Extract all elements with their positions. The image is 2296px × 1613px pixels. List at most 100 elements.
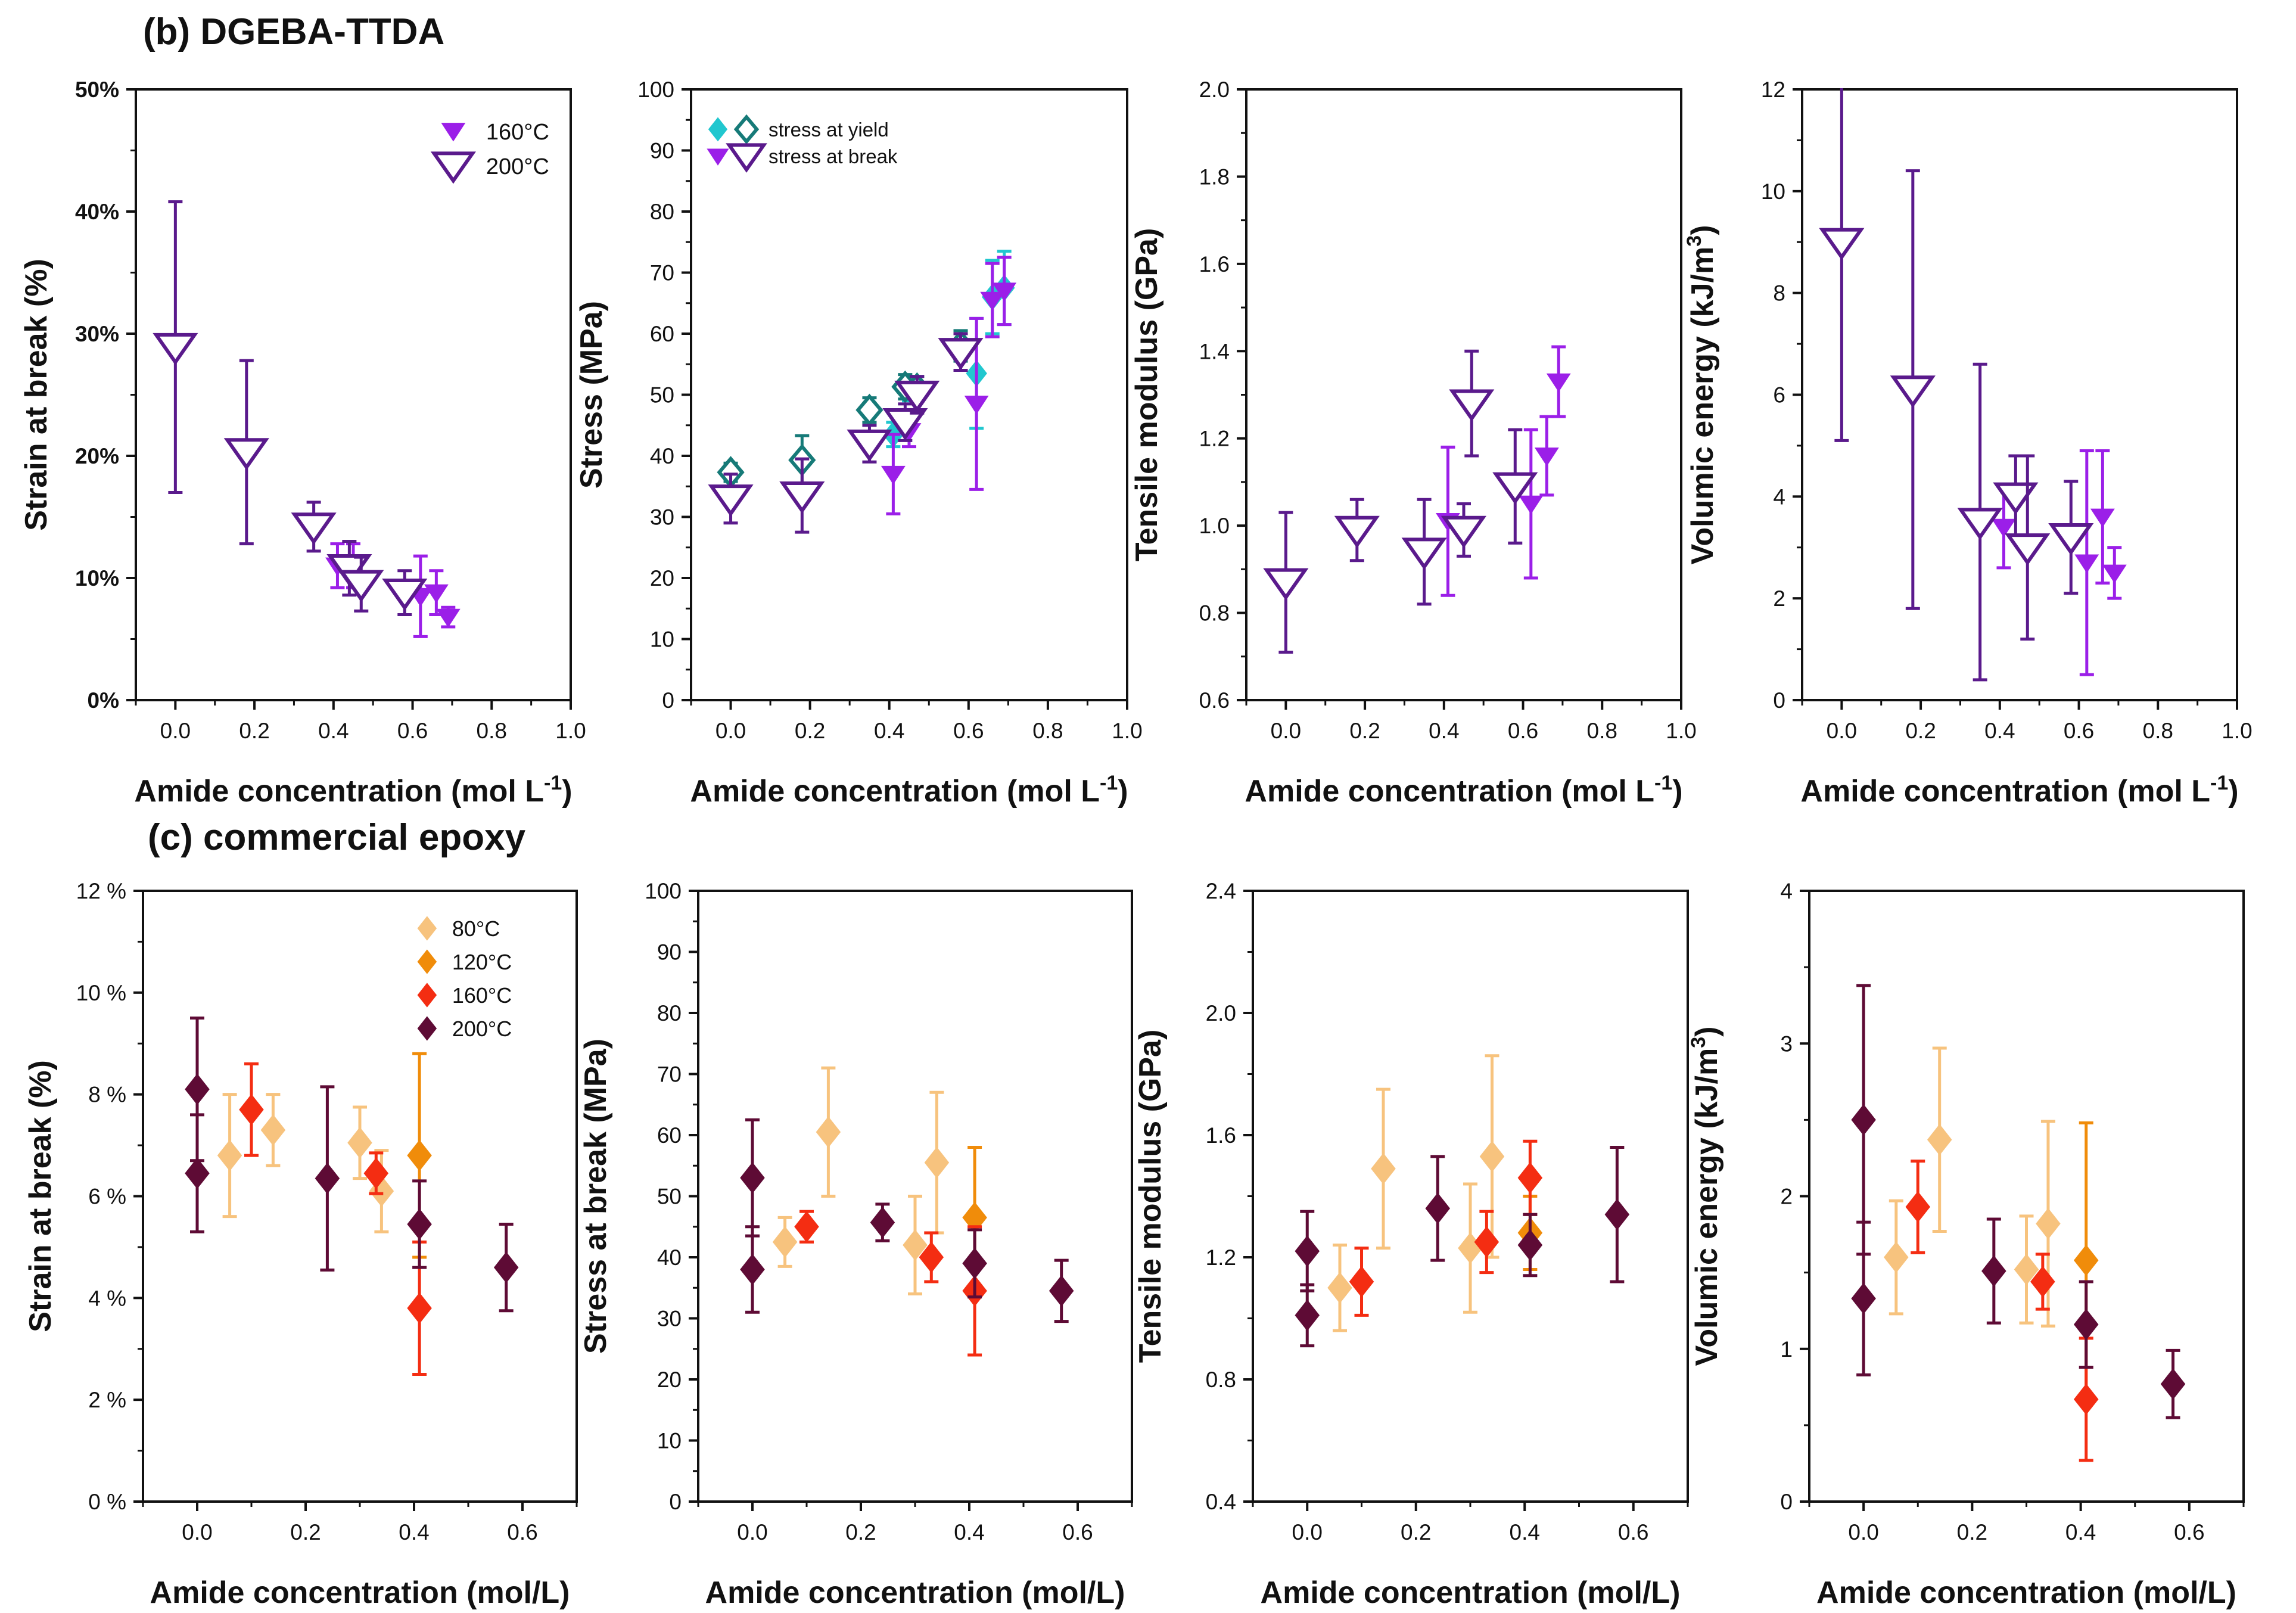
y-axis-label: Strain at break (%) — [19, 259, 54, 531]
y-tick-label: 10% — [75, 566, 119, 590]
point-160-c — [424, 584, 449, 604]
y-tick-label: 0 — [662, 688, 674, 713]
point-160-c — [1534, 447, 1559, 467]
point-break-200-c — [894, 380, 940, 413]
point-200-c — [870, 1207, 895, 1238]
chart-c3: 0.0 0.2 0.4 0.6 0.4 0.8 1.2 1.6 2.0 2.4 Amide conc… — [1133, 879, 1689, 1610]
data-layer — [1819, 88, 2127, 682]
point-160-c — [435, 608, 461, 628]
y-tick-label: 40% — [75, 200, 119, 224]
point-80-c — [1371, 1153, 1396, 1185]
y-tick-label: 0.4 — [1206, 1490, 1236, 1514]
x-tick-label: 1.0 — [555, 719, 586, 743]
x-tick-label: 0.2 — [1957, 1520, 1987, 1544]
y-tick-label: 30 — [650, 505, 674, 530]
x-axis-label: Amide concentration (mol/L) — [150, 1575, 570, 1610]
y-tick-label: 10 — [650, 627, 674, 652]
legend-marker — [441, 123, 466, 142]
plot-frame — [142, 890, 578, 1503]
point-160-c — [1517, 1162, 1543, 1194]
x-tick-label: 0.8 — [477, 719, 507, 743]
y-tick-label: 6 % — [88, 1185, 126, 1209]
point-80-c — [1884, 1241, 1909, 1273]
y-tick-label: 30 — [657, 1307, 682, 1331]
point-200-c — [1819, 228, 1865, 260]
point-160-c — [1519, 495, 1544, 515]
y-tick-label: 0 % — [88, 1490, 126, 1514]
point-200-c — [382, 578, 428, 611]
chart-c2: 0.0 0.2 0.4 0.6 0 10 20 30 40 50 60 70 80 90 100 Amide … — [578, 879, 1133, 1610]
y-axis-label: Strain at break (%) — [23, 1060, 58, 1332]
plot-frame — [135, 88, 572, 701]
chart-b4: 0.0 0.2 0.4 0.6 0.8 1.0 0 2 4 6 8 10 12 Amide concent… — [1683, 77, 2253, 809]
point-200-c — [223, 438, 269, 471]
y-tick-label: 50% — [75, 77, 119, 102]
point-160-c — [2090, 508, 2115, 528]
y-tick-label: 4 — [1780, 879, 1793, 903]
point-break-200-c — [882, 408, 928, 441]
point-80-c — [217, 1139, 242, 1171]
legend-label: 80°C — [452, 916, 500, 941]
y-tick-label: 80 — [650, 200, 674, 224]
data-layer — [1851, 984, 2186, 1462]
data-layer — [153, 200, 461, 638]
x-tick-label: 0.0 — [160, 719, 191, 743]
point-break-160-c — [980, 291, 1005, 311]
point-160-c — [2030, 1266, 2055, 1298]
point-120-c — [2073, 1244, 2099, 1276]
point-200-c — [291, 512, 337, 545]
point-80-c — [369, 1175, 394, 1207]
point-200-c — [1049, 1275, 1074, 1307]
y-tick-label: 70 — [657, 1062, 682, 1087]
point-break-160-c — [992, 282, 1017, 302]
point-160-c — [2102, 564, 2127, 583]
y-tick-label: 1.6 — [1199, 252, 1230, 276]
legend: 160°C 200°C — [430, 120, 549, 184]
y-tick-label: 1 — [1780, 1337, 1793, 1362]
point-160-c — [1992, 518, 2016, 538]
x-tick-label: 1.0 — [1666, 719, 1696, 743]
y-tick-label: 1.2 — [1199, 427, 1230, 451]
y-tick-label: 1.6 — [1206, 1123, 1236, 1148]
y-tick-label: 90 — [657, 940, 682, 965]
x-tick-label: 0.4 — [1429, 719, 1459, 743]
y-tick-label: 40 — [657, 1245, 682, 1270]
x-tick-label: 0.0 — [1292, 1520, 1323, 1544]
x-tick-label: 0.0 — [182, 1520, 212, 1544]
y-tick-label: 10 — [657, 1429, 682, 1453]
y-tick-label: 1.2 — [1206, 1245, 1236, 1270]
chart-b1: 0.0 0.2 0.4 0.6 0.8 1.0 0% 10% 20% 30% 40% 50% Amide… — [19, 77, 586, 809]
point-200-c — [1425, 1192, 1451, 1224]
legend: stress at yield stress at break — [707, 114, 898, 173]
x-tick-label: 0.4 — [1984, 719, 2015, 743]
y-tick-label: 0 — [1773, 688, 1785, 713]
point-200-c — [2160, 1368, 2186, 1400]
x-tick-label: 0.6 — [2174, 1520, 2204, 1544]
point-break-200-c — [708, 484, 754, 517]
y-tick-label: 6 — [1773, 383, 1785, 408]
y-tick-label: 2 % — [88, 1388, 126, 1412]
x-tick-label: 0.4 — [1510, 1520, 1540, 1544]
x-tick-label: 0.2 — [290, 1520, 321, 1544]
y-axis-label: Volumic energy (kJ/m3) — [1683, 225, 1720, 565]
point-break-160-c — [964, 396, 989, 415]
legend-label: stress at break — [769, 145, 898, 167]
point-80-c — [924, 1146, 950, 1179]
x-tick-label: 0.4 — [399, 1520, 429, 1544]
y-tick-label: 30% — [75, 322, 119, 346]
x-tick-label: 0.6 — [507, 1520, 537, 1544]
point-160-c — [1349, 1266, 1374, 1298]
point-80-c — [2036, 1208, 2061, 1239]
x-tick-label: 0.0 — [1848, 1520, 1878, 1544]
point-200-c — [1334, 515, 1380, 548]
chart-b2: 0.0 0.2 0.4 0.6 0.8 1.0 0 10 20 30 40 50 60 70 80 90 100… — [574, 77, 1143, 809]
point-80-c — [1327, 1272, 1352, 1304]
point-200-c — [493, 1251, 519, 1283]
point-80-c — [1927, 1124, 1952, 1156]
x-axis-label: Amide concentration (mol/L) — [1816, 1575, 2236, 1610]
legend-marker — [707, 148, 729, 166]
y-tick-label: 100 — [637, 77, 674, 102]
legend-marker — [726, 143, 767, 173]
y-tick-label: 8 — [1773, 281, 1785, 306]
